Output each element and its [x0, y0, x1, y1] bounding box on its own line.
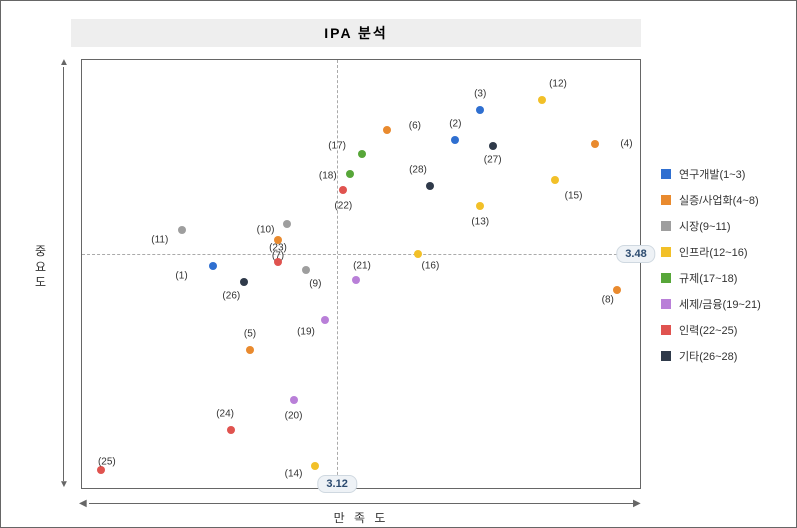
data-point-label-9: (9)	[309, 279, 321, 290]
data-point-label-15: (15)	[565, 191, 583, 202]
data-point-21	[352, 276, 360, 284]
data-point-15	[551, 176, 559, 184]
y-reference-line	[82, 254, 642, 255]
data-point-label-6: (6)	[409, 121, 421, 132]
data-point-1	[209, 262, 217, 270]
data-point-19	[321, 316, 329, 324]
data-point-6	[383, 126, 391, 134]
data-point-8	[613, 286, 621, 294]
data-point-14	[311, 462, 319, 470]
legend-item-infra: 인프라(12~16)	[661, 244, 761, 260]
data-point-label-8: (8)	[602, 295, 614, 306]
data-point-label-23: (23)	[269, 243, 287, 254]
data-point-28	[426, 182, 434, 190]
legend-swatch-icon	[661, 299, 671, 309]
data-point-26	[240, 278, 248, 286]
data-point-label-17: (17)	[328, 141, 346, 152]
legend-label: 기타(26~28)	[679, 348, 737, 364]
data-point-5	[246, 346, 254, 354]
y-axis-line	[63, 67, 64, 481]
legend-swatch-icon	[661, 169, 671, 179]
legend-label: 시장(9~11)	[679, 218, 731, 234]
data-point-label-26: (26)	[222, 291, 240, 302]
legend-label: 연구개발(1~3)	[679, 166, 745, 182]
data-point-12	[538, 96, 546, 104]
data-point-label-25: (25)	[98, 457, 116, 468]
legend-label: 인프라(12~16)	[679, 244, 748, 260]
legend-item-reg: 규제(17~18)	[661, 270, 761, 286]
data-point-label-13: (13)	[471, 217, 489, 228]
x-reference-line	[337, 60, 338, 490]
data-point-label-4: (4)	[620, 139, 632, 150]
legend-item-hr: 인력(22~25)	[661, 322, 761, 338]
data-point-label-28: (28)	[409, 165, 427, 176]
data-point-9	[302, 266, 310, 274]
legend-label: 규제(17~18)	[679, 270, 737, 286]
y-axis-label: 중요도	[35, 244, 49, 291]
x-axis-line	[89, 503, 633, 504]
legend-item-biz: 실증/사업화(4~8)	[661, 192, 761, 208]
legend-item-market: 시장(9~11)	[661, 218, 761, 234]
data-point-label-21: (21)	[353, 261, 371, 272]
data-point-13	[476, 202, 484, 210]
data-point-11	[178, 226, 186, 234]
data-point-22	[339, 186, 347, 194]
data-point-24	[227, 426, 235, 434]
chart-title: IPA 분석	[71, 19, 641, 47]
legend-item-etc: 기타(26~28)	[661, 348, 761, 364]
x-axis-arrow-left-icon: ◀	[79, 498, 87, 509]
legend-item-rnd: 연구개발(1~3)	[661, 166, 761, 182]
data-point-17	[358, 150, 366, 158]
legend-swatch-icon	[661, 351, 671, 361]
data-point-label-10: (10)	[257, 225, 275, 236]
legend-swatch-icon	[661, 195, 671, 205]
legend-swatch-icon	[661, 273, 671, 283]
data-point-label-1: (1)	[175, 271, 187, 282]
data-point-10	[283, 220, 291, 228]
legend-label: 세제/금융(19~21)	[679, 296, 761, 312]
data-point-16	[414, 250, 422, 258]
data-point-2	[451, 136, 459, 144]
legend-item-taxfin: 세제/금융(19~21)	[661, 296, 761, 312]
data-point-27	[489, 142, 497, 150]
x-axis-label: 만 족 도	[331, 509, 391, 526]
scatter-plot-area: 3.123.48(1)(2)(3)(4)(5)(6)(7)(8)(9)(10)(…	[81, 59, 641, 489]
data-point-label-2: (2)	[449, 119, 461, 130]
legend: 연구개발(1~3) 실증/사업화(4~8) 시장(9~11) 인프라(12~16) 규제…	[661, 166, 761, 374]
data-point-label-24: (24)	[216, 409, 234, 420]
y-axis-arrow-down-icon: ▼	[59, 479, 69, 490]
data-point-20	[290, 396, 298, 404]
x-axis-arrow-right-icon: ▶	[633, 498, 641, 509]
data-point-label-18: (18)	[319, 171, 337, 182]
data-point-3	[476, 106, 484, 114]
legend-swatch-icon	[661, 325, 671, 335]
data-point-label-11: (11)	[151, 235, 168, 246]
data-point-18	[346, 170, 354, 178]
data-point-label-22: (22)	[334, 201, 352, 212]
data-point-label-27: (27)	[484, 155, 502, 166]
legend-label: 인력(22~25)	[679, 322, 737, 338]
data-point-label-14: (14)	[285, 469, 303, 480]
legend-swatch-icon	[661, 221, 671, 231]
data-point-label-5: (5)	[244, 329, 256, 340]
legend-swatch-icon	[661, 247, 671, 257]
chart-frame: IPA 분석 3.123.48(1)(2)(3)(4)(5)(6)(7)(8)(…	[0, 0, 797, 528]
legend-label: 실증/사업화(4~8)	[679, 192, 759, 208]
y-axis-arrow-up-icon: ▲	[59, 57, 69, 68]
data-point-label-16: (16)	[422, 261, 440, 272]
data-point-23	[274, 258, 282, 266]
x-reference-badge: 3.12	[317, 475, 356, 493]
data-point-4	[591, 140, 599, 148]
data-point-label-12: (12)	[549, 79, 567, 90]
y-reference-badge: 3.48	[616, 245, 655, 263]
data-point-label-19: (19)	[297, 327, 315, 338]
data-point-label-3: (3)	[474, 89, 486, 100]
data-point-label-20: (20)	[285, 411, 303, 422]
